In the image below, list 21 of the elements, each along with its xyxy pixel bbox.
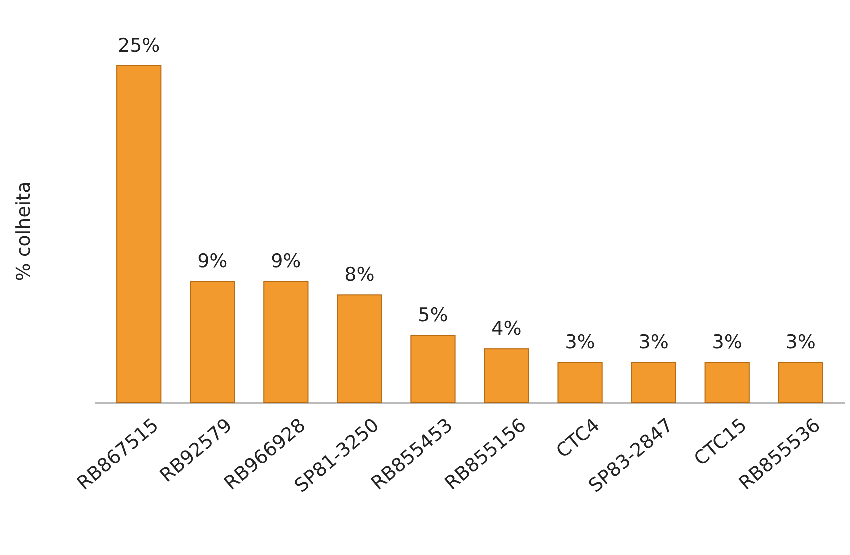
data-label: 25%: [118, 35, 160, 57]
data-label: 4%: [492, 318, 522, 340]
bar: [631, 362, 676, 404]
data-label: 3%: [565, 332, 596, 354]
data-label: 3%: [712, 332, 742, 354]
bar: [337, 294, 382, 404]
data-label: 5%: [418, 304, 448, 327]
bar: [484, 348, 530, 404]
bar: [264, 281, 309, 404]
bar: [778, 362, 824, 404]
bar: [558, 362, 603, 404]
bar: [190, 281, 236, 404]
data-label: 3%: [786, 332, 816, 354]
bar: [410, 335, 456, 404]
bar: [704, 362, 750, 404]
y-axis-title: % colheita: [13, 182, 35, 282]
data-label: 3%: [638, 332, 669, 354]
data-label: 9%: [271, 250, 302, 273]
bar: [116, 66, 162, 404]
data-label: 8%: [344, 264, 375, 286]
data-label: 9%: [198, 250, 228, 273]
